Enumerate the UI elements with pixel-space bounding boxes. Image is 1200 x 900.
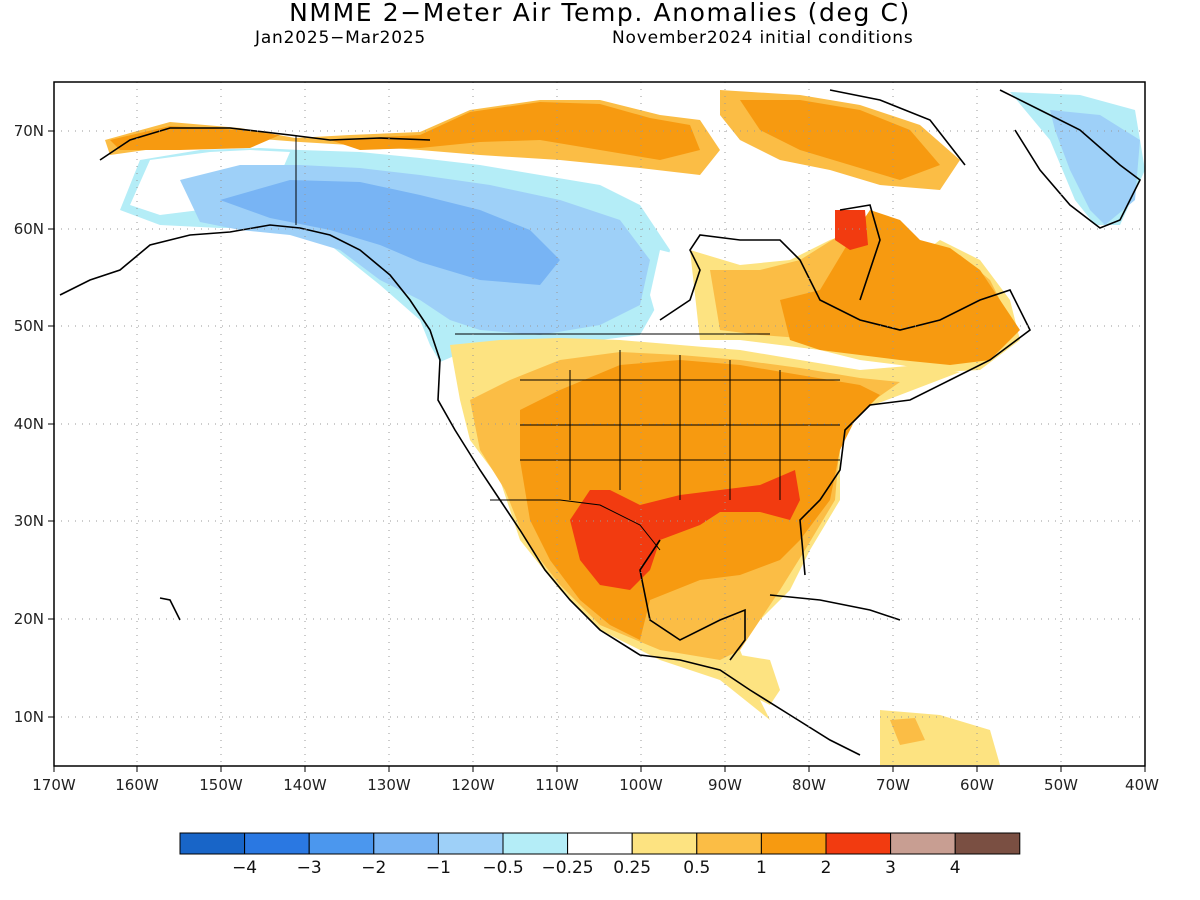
initial-conditions: November2024 initial conditions xyxy=(612,28,914,48)
colorbar-swatch xyxy=(373,832,439,855)
colorbar xyxy=(179,832,1021,855)
lon-label: 40W xyxy=(1125,776,1159,794)
colorbar-swatch xyxy=(825,832,892,855)
colorbar-label: 0.5 xyxy=(683,858,710,878)
colorbar-label: 4 xyxy=(950,858,961,878)
colorbar-swatch xyxy=(760,832,827,855)
colorbar-label: 2 xyxy=(821,858,832,878)
colorbar-swatch xyxy=(437,832,504,855)
lat-label: 70N xyxy=(14,122,44,140)
lon-label: 140W xyxy=(283,776,327,794)
latitude-labels: 70N 60N 50N 40N 30N 20N 10N xyxy=(14,122,44,726)
colorbar-swatch xyxy=(696,832,762,855)
colorbar-swatch xyxy=(631,832,698,855)
anomaly-shading xyxy=(105,90,1145,765)
colorbar-label: −4 xyxy=(232,858,257,878)
colorbar-label: −3 xyxy=(297,858,322,878)
lon-label: 70W xyxy=(876,776,910,794)
lat-label: 40N xyxy=(14,415,44,433)
colorbar-swatch xyxy=(244,832,310,855)
colorbar-swatch xyxy=(954,832,1021,855)
colorbar-label: −1 xyxy=(426,858,451,878)
map-title: NMME 2−Meter Air Temp. Anomalies (deg C) xyxy=(289,0,911,27)
lon-label: 130W xyxy=(367,776,411,794)
longitude-labels: 170W 160W 150W 140W 130W 120W 110W 100W … xyxy=(32,776,1159,794)
lon-label: 120W xyxy=(451,776,495,794)
lon-label: 160W xyxy=(115,776,159,794)
colorbar-swatch xyxy=(567,832,633,855)
lat-label: 20N xyxy=(14,610,44,628)
colorbar-label: 1 xyxy=(756,858,767,878)
lon-label: 90W xyxy=(708,776,742,794)
lon-label: 110W xyxy=(535,776,579,794)
lon-label: 170W xyxy=(32,776,76,794)
lon-label: 80W xyxy=(792,776,826,794)
colorbar-swatch xyxy=(308,832,375,855)
borders xyxy=(295,135,840,551)
colorbar-label: −0.5 xyxy=(482,858,523,878)
colorbar-label: 0.25 xyxy=(613,858,651,878)
lat-label: 50N xyxy=(14,317,44,335)
colorbar-label: −0.25 xyxy=(542,858,594,878)
lon-label: 150W xyxy=(199,776,243,794)
lon-label: 100W xyxy=(619,776,663,794)
colorbar-label: 3 xyxy=(885,858,896,878)
lat-label: 10N xyxy=(14,708,44,726)
lon-label: 60W xyxy=(960,776,994,794)
colorbar-label: −2 xyxy=(361,858,386,878)
colorbar-swatch xyxy=(179,832,246,855)
colorbar-labels: −4 −3 −2 −1 −0.5 −0.25 0.25 0.5 1 2 3 4 xyxy=(232,858,961,878)
lon-label: 50W xyxy=(1044,776,1078,794)
axis-ticks xyxy=(48,130,1146,772)
colorbar-swatch xyxy=(890,832,956,855)
lat-label: 60N xyxy=(14,220,44,238)
colorbar-swatch xyxy=(502,832,569,855)
lat-label: 30N xyxy=(14,512,44,530)
valid-period: Jan2025−Mar2025 xyxy=(255,28,427,48)
